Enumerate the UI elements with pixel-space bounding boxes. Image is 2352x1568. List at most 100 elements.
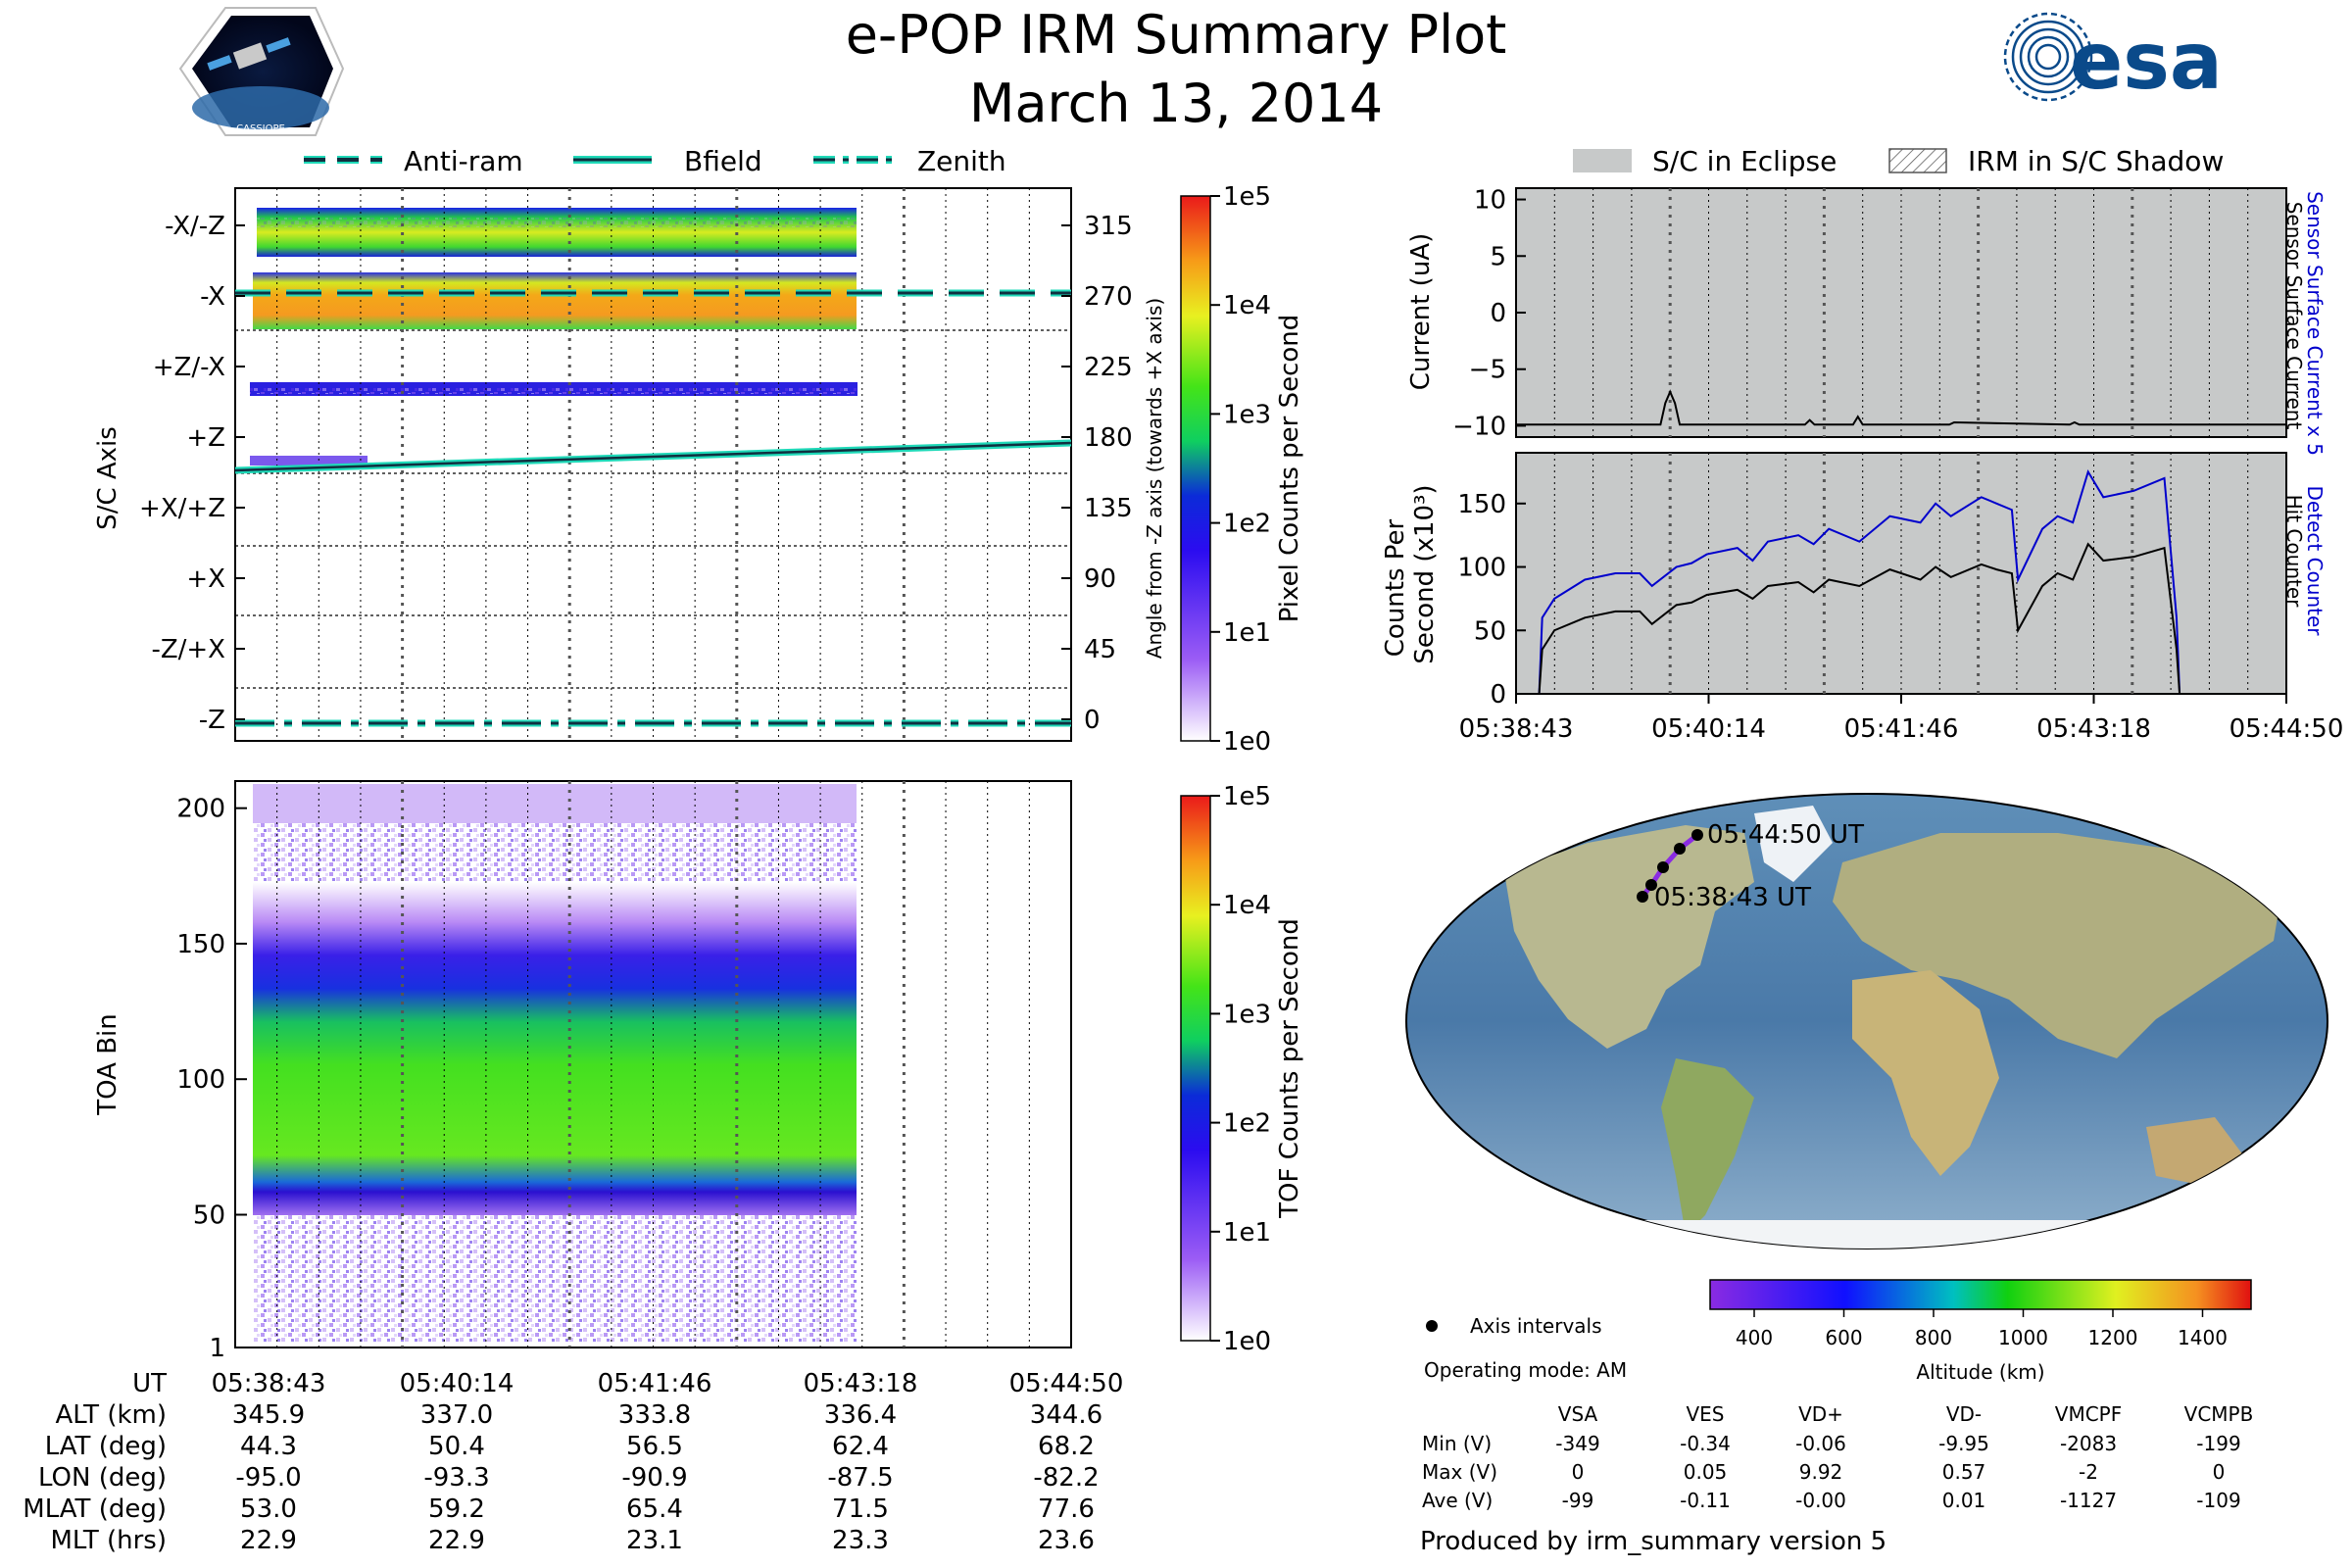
- voltage-cell: 0: [2213, 1460, 2226, 1484]
- sc-axis-angle: 180: [1084, 423, 1133, 453]
- sc-axis-ylabel: S/C Axis: [93, 426, 122, 530]
- voltage-cell: -0.34: [1680, 1432, 1731, 1455]
- sc-axis-category: -X: [200, 282, 225, 312]
- toa-tick-label: 1: [209, 1334, 225, 1363]
- voltage-cell: 0.57: [1942, 1460, 1986, 1484]
- hit-counter-line: [1524, 542, 2286, 695]
- ephemeris-cell: 77.6: [1038, 1494, 1095, 1524]
- sc-axis-category: -X/-Z: [165, 212, 225, 241]
- footer-text: Produced by irm_summary version 5: [1420, 1527, 1886, 1556]
- time-tick-label: 05:43:18: [2036, 714, 2151, 744]
- voltage-cell: -0.06: [1795, 1432, 1846, 1455]
- counts-right-blue: Detect Counter: [2303, 486, 2327, 637]
- band-x: [253, 272, 857, 329]
- ephemeris-cell: 71.5: [832, 1494, 889, 1524]
- toa-ylabel: TOA Bin: [93, 1013, 122, 1115]
- colorbar-tick-label: 1e4: [1223, 891, 1271, 920]
- altitude-tick-label: 1400: [2178, 1326, 2228, 1349]
- voltage-cell: -0.00: [1795, 1489, 1846, 1512]
- colorbar-tick-label: 1e3: [1223, 400, 1271, 429]
- colorbar-tick-label: 1e2: [1223, 1109, 1271, 1139]
- africa: [1852, 970, 1999, 1176]
- time-tick-label: 05:44:50: [2230, 714, 2344, 744]
- ephemeris-cell: 337.0: [420, 1400, 493, 1430]
- voltage-cell: -1127: [2060, 1489, 2117, 1512]
- cassiope-logo-text: CASSIOPE: [236, 123, 285, 134]
- band-xz: [257, 208, 857, 257]
- counts-ylabel-1: Counts Per: [1381, 518, 1410, 657]
- current-panel: 10 5 0 −5 −10: [1452, 186, 2287, 441]
- toa-tick-label: 100: [176, 1065, 225, 1095]
- ephemeris-cell: 333.8: [618, 1400, 691, 1430]
- page-title: e-POP IRM Summary Plot: [845, 4, 1507, 66]
- current-line: [1516, 389, 2286, 426]
- ephemeris-cell: 65.4: [626, 1494, 683, 1524]
- ephemeris-cell: -82.2: [1033, 1463, 1099, 1493]
- colorbar-tick-label: 1e5: [1223, 782, 1271, 811]
- detect-counter-line: [1524, 468, 2286, 695]
- ephemeris-cell: 345.9: [232, 1400, 305, 1430]
- ephemeris-table: UT 05:38:43 05:40:14 05:41:46 05:43:18 05:44:…: [23, 1369, 1123, 1555]
- left-legend: Anti-ram Bfield Zenith: [304, 145, 1006, 177]
- band-z: [250, 456, 368, 466]
- ephemeris-cell: 05:41:46: [598, 1369, 712, 1398]
- colorbar-pixel: 1e5 1e4 1e3 1e2 1e1 1e0 Pixel Counts per Seco…: [1180, 182, 1304, 757]
- ephemeris-cell: 59.2: [428, 1494, 485, 1524]
- ephemeris-cell: 23.6: [1038, 1526, 1095, 1555]
- counts-ylabel-2: Second (x10³): [1410, 484, 1440, 663]
- ephemeris-cell: 22.9: [240, 1526, 297, 1555]
- counts-tick-label: 100: [1457, 554, 1506, 583]
- colorbar-tick-label: 1e4: [1223, 291, 1271, 320]
- eurasia: [1833, 833, 2283, 1058]
- altitude-tick-label: 800: [1915, 1326, 1952, 1349]
- ephemeris-cell: 05:38:43: [212, 1369, 326, 1398]
- ephemeris-cell: 44.3: [240, 1432, 297, 1461]
- voltage-row-label: Max (V): [1422, 1460, 1497, 1484]
- altitude-label: Altitude (km): [1916, 1360, 2044, 1384]
- south-america: [1661, 1058, 1754, 1235]
- sc-axis-category: +Z/-X: [153, 353, 225, 382]
- voltage-row-label: Ave (V): [1422, 1489, 1493, 1512]
- sc-axis-category: +X/+Z: [139, 494, 225, 523]
- altitude-tick-label: 400: [1736, 1326, 1773, 1349]
- operating-mode: Operating mode: AM: [1424, 1358, 1627, 1382]
- ephemeris-cell: 05:40:14: [400, 1369, 514, 1398]
- voltage-cell: 0.05: [1684, 1460, 1728, 1484]
- colorbar-tick-label: 1e0: [1223, 727, 1271, 757]
- sc-axis-angle: 90: [1084, 564, 1116, 594]
- ephemeris-cell: 336.4: [824, 1400, 897, 1430]
- legend-eclipse: S/C in Eclipse: [1652, 145, 1837, 177]
- colorbar-tof: 1e5 1e4 1e3 1e2 1e1 1e0 TOF Counts per Second: [1180, 782, 1304, 1356]
- counts-tick-label: 50: [1474, 616, 1506, 646]
- sc-axis-panel: [234, 187, 1072, 742]
- legend-axis-intervals: Axis intervals: [1470, 1314, 1602, 1338]
- colorbar-tof-label: TOF Counts per Second: [1275, 918, 1304, 1219]
- colorbar-tick-label: 1e1: [1223, 1218, 1271, 1248]
- colorbar-tick-label: 1e3: [1223, 1000, 1271, 1029]
- ephemeris-cell: 23.3: [832, 1526, 889, 1555]
- legend-shadow: IRM in S/C Shadow: [1968, 145, 2224, 177]
- esa-logo-text: esa: [2070, 16, 2223, 107]
- page-date: March 13, 2014: [968, 73, 1384, 134]
- ephemeris-row-label: UT: [132, 1369, 167, 1398]
- antarctica: [1406, 1220, 2328, 1249]
- sc-axis-angle: 45: [1084, 635, 1116, 664]
- esa-logo: esa: [2003, 12, 2223, 107]
- sc-axis-angle: 225: [1084, 353, 1133, 382]
- sc-axis-angle: 135: [1084, 494, 1133, 523]
- voltage-cell: -99: [1562, 1489, 1594, 1512]
- voltage-row-label: Min (V): [1422, 1432, 1492, 1455]
- altitude-tick-label: 1200: [2088, 1326, 2138, 1349]
- ephemeris-cell: 53.0: [240, 1494, 297, 1524]
- voltage-cell: -2083: [2060, 1432, 2117, 1455]
- ephemeris-cell: 05:43:18: [804, 1369, 918, 1398]
- sc-axis-angle: 315: [1084, 212, 1133, 241]
- toa-band: [253, 882, 857, 1215]
- ephemeris-row-label: LON (deg): [38, 1463, 167, 1493]
- altitude-colorbar: 400 600 800 1000 1200 1400 Altitude (km): [1709, 1279, 2252, 1384]
- voltage-cell: -2: [2079, 1460, 2098, 1484]
- time-tick-label: 05:40:14: [1651, 714, 1766, 744]
- colorbar-tick-label: 1e2: [1223, 510, 1271, 539]
